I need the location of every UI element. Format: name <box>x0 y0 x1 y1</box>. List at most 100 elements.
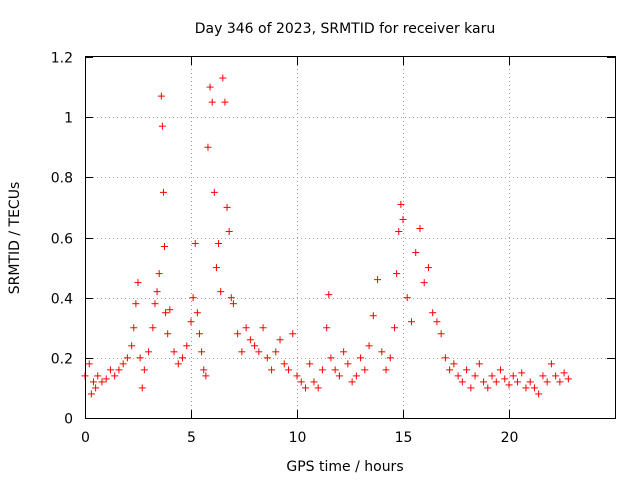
data-point <box>475 360 483 368</box>
data-point <box>484 384 492 392</box>
data-point <box>393 270 401 278</box>
data-point <box>145 348 153 356</box>
data-point <box>202 372 210 380</box>
data-point <box>157 92 165 100</box>
data-point <box>397 200 405 208</box>
data-point <box>391 324 399 332</box>
y-tick-label: 0.4 <box>51 292 73 308</box>
data-point <box>227 294 235 302</box>
ticks-layer <box>85 57 615 419</box>
data-point <box>556 378 564 386</box>
data-point <box>543 378 551 386</box>
data-point <box>429 309 437 317</box>
data-point <box>501 375 509 383</box>
x-tick-label: 20 <box>501 430 519 446</box>
data-point <box>191 240 199 248</box>
chart-title: Day 346 of 2023, SRMTID for receiver kar… <box>195 21 495 37</box>
data-point <box>119 360 127 368</box>
data-point <box>386 354 394 362</box>
data-point <box>513 378 521 386</box>
data-point <box>416 224 424 232</box>
y-tick-label: 0.2 <box>51 352 73 368</box>
data-point <box>518 369 526 377</box>
data-point <box>335 372 343 380</box>
data-point <box>87 390 95 398</box>
data-point <box>535 390 543 398</box>
data-point <box>526 378 534 386</box>
data-point <box>263 354 271 362</box>
data-point <box>357 354 365 362</box>
data-point <box>314 384 322 392</box>
data-point <box>193 309 201 317</box>
data-point <box>463 366 471 374</box>
data-point <box>289 330 297 338</box>
data-point <box>471 372 479 380</box>
data-point <box>92 384 100 392</box>
x-tick-label: 0 <box>81 430 90 446</box>
data-point <box>140 366 148 374</box>
data-point <box>272 348 280 356</box>
y-tick-label: 1.2 <box>51 51 73 67</box>
data-point <box>158 122 166 130</box>
data-point <box>136 354 144 362</box>
data-point <box>138 384 146 392</box>
data-point <box>365 342 373 350</box>
data-point <box>234 330 242 338</box>
data-point <box>433 318 441 326</box>
data-point <box>123 354 131 362</box>
x-tick-label: 10 <box>289 430 307 446</box>
data-point <box>259 324 267 332</box>
data-point <box>106 366 114 374</box>
data-point <box>268 366 276 374</box>
data-point <box>164 330 172 338</box>
data-point <box>89 378 97 386</box>
data-point <box>179 354 187 362</box>
data-point <box>323 324 331 332</box>
data-point <box>560 369 568 377</box>
data-point <box>161 243 168 251</box>
data-point <box>378 348 386 356</box>
data-point <box>155 270 163 278</box>
data-point <box>297 378 305 386</box>
points-layer <box>81 74 572 398</box>
data-point <box>331 366 339 374</box>
data-point <box>102 375 110 383</box>
data-point <box>198 348 206 356</box>
data-point <box>212 264 220 272</box>
data-point <box>437 330 445 338</box>
data-point <box>446 366 454 374</box>
data-point <box>497 366 505 374</box>
data-point <box>522 384 530 392</box>
data-point <box>204 143 212 151</box>
data-point <box>276 336 284 344</box>
x-axis-label: GPS time / hours <box>286 459 403 475</box>
y-tick-label: 1 <box>64 111 73 127</box>
data-point <box>162 309 170 317</box>
data-point <box>403 294 411 302</box>
data-point <box>223 203 231 211</box>
data-point <box>441 354 449 362</box>
data-point <box>369 312 377 320</box>
data-point <box>242 324 250 332</box>
data-point <box>149 324 157 332</box>
data-point <box>420 279 428 287</box>
data-point <box>115 366 123 374</box>
data-point <box>310 378 318 386</box>
data-point <box>210 188 218 196</box>
data-point <box>153 288 161 296</box>
x-tick-label: 5 <box>187 430 196 446</box>
data-point <box>352 372 360 380</box>
data-point <box>340 348 348 356</box>
data-point <box>229 300 237 308</box>
y-tick-label: 0 <box>64 412 73 428</box>
data-point <box>306 360 314 368</box>
data-point <box>395 227 403 235</box>
data-point <box>530 384 538 392</box>
data-point <box>128 342 136 350</box>
data-point <box>170 348 178 356</box>
data-point <box>361 366 369 374</box>
data-point <box>206 83 214 91</box>
data-point <box>374 276 382 284</box>
